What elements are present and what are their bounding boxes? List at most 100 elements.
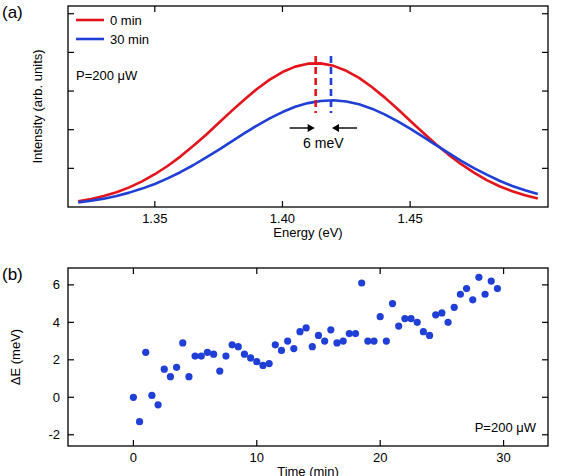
point: [420, 328, 427, 335]
note: P=200 μW: [76, 68, 138, 83]
point: [494, 285, 501, 292]
y-tick-label: 2: [53, 352, 60, 367]
y-tick-right: [542, 322, 548, 323]
legend-swatch: [76, 38, 104, 41]
frame: [68, 6, 548, 207]
x-tick-top: [282, 6, 283, 12]
point: [235, 343, 242, 350]
point: [463, 285, 470, 292]
panel-label: (a): [2, 3, 23, 22]
point: [315, 332, 322, 339]
point: [148, 392, 155, 399]
legend-label: 30 min: [110, 32, 149, 47]
x-tick: [154, 201, 155, 207]
y-tick: [68, 397, 74, 398]
point: [451, 304, 458, 311]
point: [222, 352, 229, 359]
x-tick: [256, 440, 257, 446]
point: [438, 309, 445, 316]
y-axis-label: ΔE (meV): [8, 329, 23, 385]
panel-1: 0102030-20246Time (min)ΔE (meV)(b)P=200 …: [2, 265, 548, 476]
point: [426, 332, 433, 339]
point: [216, 367, 223, 374]
legend-label: 0 min: [110, 13, 142, 28]
point: [457, 291, 464, 298]
y-tick: [68, 129, 74, 130]
y-tick-label: -2: [48, 427, 60, 442]
y-tick: [68, 13, 74, 14]
y-tick: [68, 52, 74, 53]
y-tick-right: [542, 397, 548, 398]
point: [272, 341, 279, 348]
y-tick-right: [542, 359, 548, 360]
x-tick-top: [133, 268, 134, 274]
point: [191, 352, 198, 359]
point: [340, 337, 347, 344]
point: [352, 330, 359, 337]
x-axis-label: Energy (eV): [273, 225, 342, 240]
y-tick: [68, 322, 74, 323]
point: [284, 337, 291, 344]
point: [259, 362, 266, 369]
x-tick-top: [256, 268, 257, 274]
point: [253, 358, 260, 365]
y-tick: [68, 359, 74, 360]
figure: 1.351.401.45Energy (eV)Intensity (arb. u…: [0, 0, 562, 476]
point: [389, 300, 396, 307]
x-tick-label: 10: [250, 450, 264, 465]
x-tick-top: [154, 6, 155, 12]
point: [432, 311, 439, 318]
point: [247, 354, 254, 361]
point: [469, 296, 476, 303]
x-tick-label: 0: [130, 450, 137, 465]
y-tick-right: [542, 13, 548, 14]
point: [303, 324, 310, 331]
y-tick-right: [542, 284, 548, 285]
point: [407, 315, 414, 322]
point: [296, 328, 303, 335]
x-tick-top: [410, 6, 411, 12]
x-axis-label: Time (min): [277, 464, 339, 476]
point: [173, 364, 180, 371]
point: [395, 322, 402, 329]
point: [229, 341, 236, 348]
y-tick-right: [542, 90, 548, 91]
point: [161, 366, 168, 373]
y-tick-right: [542, 168, 548, 169]
y-tick-label: 4: [53, 315, 60, 330]
x-tick-label: 1.40: [270, 211, 295, 226]
x-tick-label: 1.35: [142, 211, 167, 226]
point: [136, 418, 143, 425]
point: [370, 337, 377, 344]
point: [327, 326, 334, 333]
peak-line: [314, 56, 317, 113]
point: [475, 274, 482, 281]
y-tick: [68, 284, 74, 285]
point: [130, 394, 137, 401]
y-tick: [68, 168, 74, 169]
annotation: 6 meV: [303, 135, 344, 151]
y-tick: [68, 434, 74, 435]
plot-area: [130, 274, 501, 425]
arrow-head: [308, 124, 315, 132]
x-tick-label: 1.45: [397, 211, 422, 226]
series-line: [78, 63, 538, 201]
panel-label: (b): [2, 265, 23, 284]
x-tick: [282, 201, 283, 207]
series-line: [78, 100, 538, 202]
y-tick-label: 0: [53, 390, 60, 405]
y-tick-right: [542, 52, 548, 53]
y-tick-right: [542, 129, 548, 130]
y-tick-right: [542, 434, 548, 435]
point: [488, 278, 495, 285]
arrow-head: [332, 124, 339, 132]
point: [198, 352, 205, 359]
point: [142, 349, 149, 356]
plot-area: [78, 56, 538, 202]
point: [167, 373, 174, 380]
x-tick-label: 20: [373, 450, 387, 465]
y-tick-label: 6: [53, 277, 60, 292]
point: [481, 291, 488, 298]
point: [346, 330, 353, 337]
y-tick: [68, 90, 74, 91]
